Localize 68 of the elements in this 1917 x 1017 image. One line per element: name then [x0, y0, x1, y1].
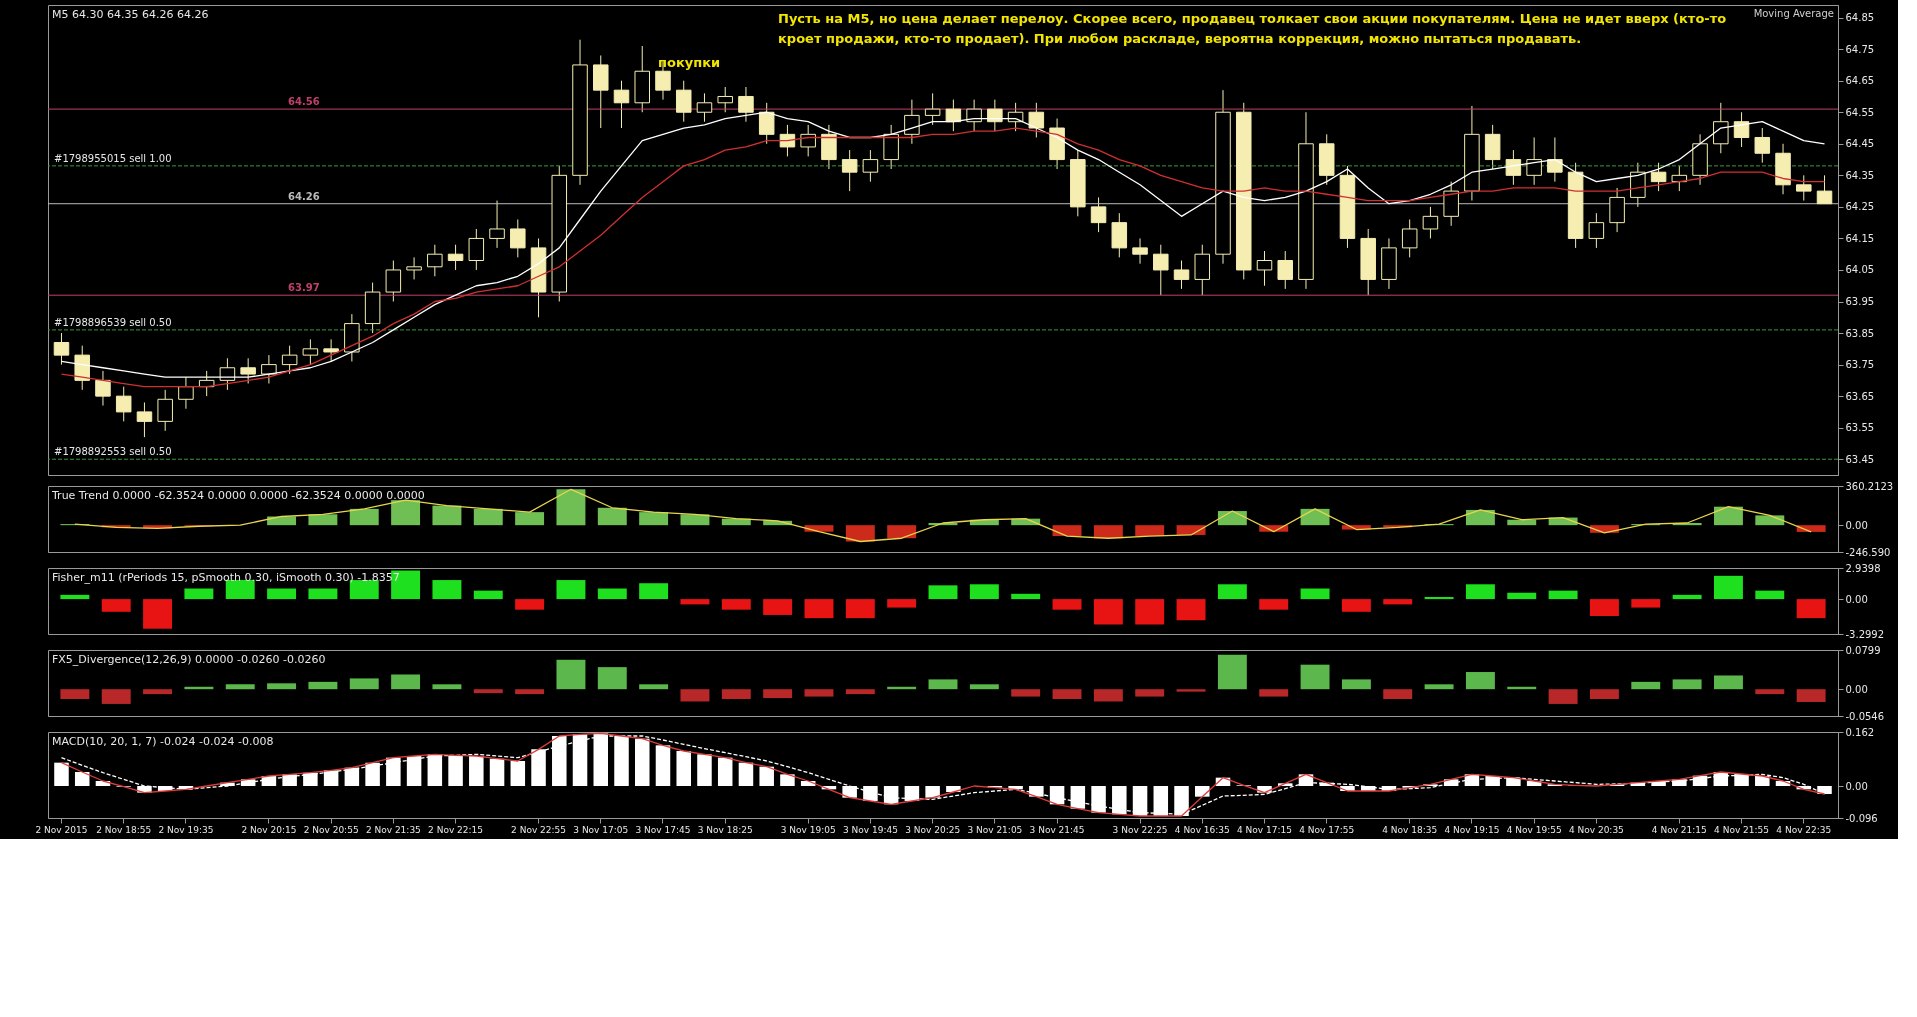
x-tick-label: 2 Nov 20:55 [303, 824, 359, 835]
y-tick-label: 63.85 [1845, 327, 1875, 339]
chart-title: M5 64.30 64.35 64.26 64.26 [52, 8, 209, 21]
y-tick-label: 0.0799 [1845, 644, 1881, 656]
x-tick-label: 4 Nov 21:55 [1714, 824, 1770, 835]
y-tick-label: 64.85 [1845, 12, 1875, 24]
x-tick-label: 4 Nov 20:35 [1568, 824, 1624, 835]
ref-line-label: #1798892553 sell 0.50 [54, 446, 172, 458]
y-tick-label: 360.2123 [1845, 480, 1894, 492]
x-tick-label: 2 Nov 21:35 [365, 824, 421, 835]
x-tick-label: 3 Nov 19:05 [780, 824, 836, 835]
chart-title: MACD(10, 20, 1, 7) -0.024 -0.024 -0.008 [52, 735, 274, 748]
y-tick-label: 0.00 [1845, 683, 1868, 695]
x-tick-label: 2 Nov 22:15 [428, 824, 484, 835]
y-tick-label: 64.45 [1845, 138, 1875, 150]
ref-line-label: 64.56 [288, 96, 320, 108]
y-tick-label: 63.65 [1845, 390, 1875, 402]
ref-line-label: #1798955015 sell 1.00 [54, 152, 172, 164]
x-tick-label: 2 Nov 18:55 [96, 824, 152, 835]
x-tick-label: 3 Nov 19:45 [842, 824, 898, 835]
x-tick-label: 3 Nov 17:45 [635, 824, 691, 835]
x-tick-label: 3 Nov 20:25 [905, 824, 961, 835]
ref-line-label: 64.26 [288, 190, 320, 202]
y-tick-label: 0.162 [1845, 726, 1875, 738]
x-tick-label: 4 Nov 19:55 [1506, 824, 1562, 835]
annotation: покупки [658, 55, 721, 70]
y-tick-label: -0.096 [1845, 812, 1878, 824]
x-tick-label: 4 Nov 19:15 [1444, 824, 1500, 835]
x-tick-label: 3 Nov 18:25 [697, 824, 753, 835]
annotation: Moving Average [1753, 8, 1834, 19]
y-tick-label: 64.15 [1845, 232, 1875, 244]
y-tick-label: 64.35 [1845, 169, 1875, 181]
x-tick-label: 2 Nov 20:15 [241, 824, 297, 835]
ref-line-label: #1798896539 sell 0.50 [54, 316, 172, 328]
y-tick-label: 64.25 [1845, 201, 1875, 213]
y-tick-label: 63.45 [1845, 453, 1875, 465]
x-tick-label: 4 Nov 17:55 [1299, 824, 1355, 835]
y-tick-label: 64.65 [1845, 75, 1875, 87]
y-tick-label: 2.9398 [1845, 562, 1881, 574]
y-tick-label: 0.00 [1845, 519, 1868, 531]
x-tick-label: 4 Nov 22:35 [1776, 824, 1832, 835]
x-tick-label: 3 Nov 21:05 [967, 824, 1023, 835]
y-tick-label: 0.00 [1845, 593, 1868, 605]
x-tick-label: 2 Nov 2015 [35, 824, 88, 835]
annotation: кроет продажи, кто-то продает). При любом раскладе, вероятна коррекция, можно пытаться продавать. [778, 31, 1582, 46]
x-tick-label: 2 Nov 22:55 [511, 824, 567, 835]
y-tick-label: -246.590 [1845, 546, 1891, 558]
x-tick-label: 2 Nov 19:35 [158, 824, 214, 835]
x-tick-label: 4 Nov 16:35 [1174, 824, 1230, 835]
chart-title: FX5_Divergence(12,26,9) 0.0000 -0.0260 -0.0260 [52, 653, 326, 666]
y-tick-label: 63.55 [1845, 422, 1875, 434]
x-tick-label: 4 Nov 17:15 [1237, 824, 1292, 835]
x-tick-label: 4 Nov 21:15 [1651, 824, 1707, 835]
x-tick-label: 3 Nov 21:45 [1029, 824, 1085, 835]
y-tick-label: -0.0546 [1845, 710, 1885, 722]
y-tick-label: 63.75 [1845, 359, 1875, 371]
annotation: Пусть на M5, но цена делает перелоу. Скорее всего, продавец толкает свои акции покупателям. Цена не идет вверх (кто-то [778, 11, 1727, 26]
y-tick-label: 0.00 [1845, 780, 1868, 792]
x-tick-label: 3 Nov 17:05 [573, 824, 629, 835]
x-tick-label: 4 Nov 18:35 [1382, 824, 1438, 835]
y-tick-label: 64.05 [1845, 264, 1875, 276]
y-tick-label: -3.2992 [1845, 628, 1885, 640]
y-tick-label: 64.75 [1845, 43, 1875, 55]
y-tick-label: 64.55 [1845, 106, 1875, 118]
y-tick-label: 63.95 [1845, 296, 1875, 308]
chart-title: True Trend 0.0000 -62.3524 0.0000 0.0000 -62.3524 0.0000 0.0000 [51, 489, 425, 502]
x-tick-label: 3 Nov 22:25 [1112, 824, 1168, 835]
ref-line-label: 63.97 [288, 282, 320, 294]
